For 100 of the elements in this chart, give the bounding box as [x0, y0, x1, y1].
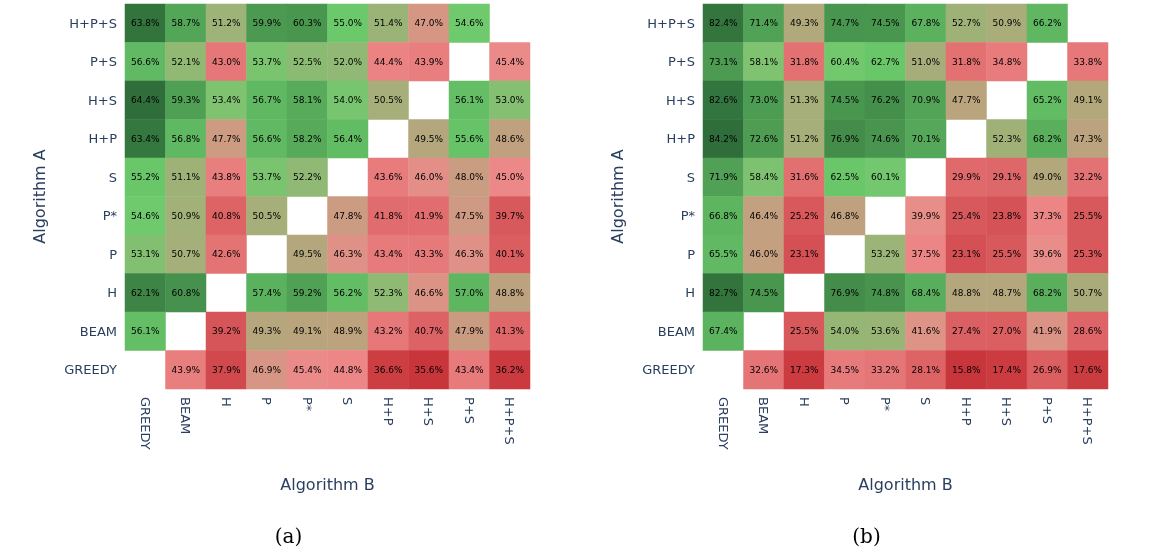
- data-label: 62.7%: [870, 56, 900, 67]
- data-label: 53.7%: [252, 172, 282, 183]
- data-label: 73.0%: [749, 95, 779, 106]
- data-label: 56.4%: [333, 133, 363, 144]
- x-tick-label: H+P: [380, 397, 396, 426]
- data-label: 71.9%: [708, 172, 738, 183]
- data-label: 50.9%: [171, 210, 201, 221]
- data-label: 47.8%: [333, 210, 363, 221]
- data-label: 71.4%: [749, 18, 779, 29]
- data-label: 68.2%: [1032, 133, 1062, 144]
- data-label: 60.4%: [830, 56, 860, 67]
- data-label: 50.7%: [171, 249, 201, 260]
- x-tick-label: S: [340, 397, 356, 406]
- data-label: 49.1%: [292, 326, 322, 337]
- data-label: 15.8%: [951, 364, 981, 375]
- data-label: 58.1%: [292, 95, 322, 106]
- data-label: 50.5%: [373, 95, 403, 106]
- data-label: 47.7%: [951, 95, 981, 106]
- data-label: 53.4%: [211, 95, 241, 106]
- data-label: 39.6%: [1032, 249, 1062, 260]
- data-label: 46.0%: [749, 249, 779, 260]
- text: (a): [274, 524, 303, 548]
- data-label: 67.4%: [708, 326, 738, 337]
- data-label: 41.8%: [373, 210, 403, 221]
- data-label: 60.8%: [171, 287, 201, 298]
- y-axis-title: Algorithm A: [607, 149, 627, 244]
- data-label: 43.4%: [373, 249, 403, 260]
- y-tick-label: H+P+S: [69, 15, 117, 31]
- data-label: 68.2%: [1032, 287, 1062, 298]
- data-label: 39.9%: [911, 210, 941, 221]
- data-label: 40.1%: [495, 249, 525, 260]
- data-label: 55.0%: [333, 18, 363, 29]
- data-label: 53.2%: [870, 249, 900, 260]
- y-tick-label: P*: [680, 208, 696, 224]
- data-label: 48.6%: [495, 133, 525, 144]
- data-label: 25.4%: [951, 210, 981, 221]
- data-label: 51.2%: [211, 18, 241, 29]
- y-tick-label: BEAM: [657, 323, 695, 339]
- data-label: 54.6%: [454, 18, 484, 29]
- x-tick-label: H: [796, 397, 812, 407]
- data-label: 33.8%: [1073, 56, 1103, 67]
- data-label: 46.3%: [333, 249, 363, 260]
- data-label: 25.5%: [1073, 210, 1103, 221]
- data-label: 63.8%: [130, 18, 160, 29]
- data-label: 70.1%: [911, 133, 941, 144]
- data-label: 34.8%: [992, 56, 1022, 67]
- data-label: 54.6%: [130, 210, 160, 221]
- data-label: 56.1%: [454, 95, 484, 106]
- data-label: 46.9%: [252, 364, 282, 375]
- data-label: 23.1%: [951, 249, 981, 260]
- x-tick-label: BEAM: [178, 397, 194, 435]
- y-tick-label: P: [109, 246, 118, 262]
- data-label: 51.3%: [789, 95, 819, 106]
- data-label: 25.5%: [992, 249, 1022, 260]
- data-label: 23.8%: [992, 210, 1022, 221]
- data-label: 52.3%: [373, 287, 403, 298]
- data-label: 26.9%: [1032, 364, 1062, 375]
- data-label: 60.1%: [870, 172, 900, 183]
- data-label: 82.4%: [708, 18, 738, 29]
- data-label: 58.7%: [171, 18, 201, 29]
- y-tick-label: S: [108, 169, 117, 185]
- data-label: 39.2%: [211, 326, 241, 337]
- data-label: 64.4%: [130, 95, 160, 106]
- data-label: 84.2%: [708, 133, 738, 144]
- data-label: 52.7%: [951, 18, 981, 29]
- data-label: 48.0%: [454, 172, 484, 183]
- data-label: 49.5%: [414, 133, 444, 144]
- x-tick-label: H: [218, 397, 234, 407]
- data-label: 27.4%: [951, 326, 981, 337]
- data-label: 31.8%: [789, 56, 819, 67]
- data-label: 70.9%: [911, 95, 941, 106]
- data-label: 47.9%: [454, 326, 484, 337]
- data-label: 56.2%: [333, 287, 363, 298]
- y-tick-label: H+S: [88, 92, 117, 108]
- data-label: 56.8%: [171, 133, 201, 144]
- data-label: 28.6%: [1073, 326, 1103, 337]
- data-label: 43.6%: [373, 172, 403, 183]
- data-label: 37.9%: [211, 364, 241, 375]
- x-tick-label: BEAM: [756, 397, 772, 435]
- data-label: 43.9%: [414, 56, 444, 67]
- data-label: 40.8%: [211, 210, 241, 221]
- data-label: 45.0%: [495, 172, 525, 183]
- data-label: 52.5%: [292, 56, 322, 67]
- x-tick-label: P: [837, 397, 853, 405]
- data-label: 17.4%: [992, 364, 1022, 375]
- data-label: 68.4%: [911, 287, 941, 298]
- data-label: 29.9%: [951, 172, 981, 183]
- data-label: 76.9%: [830, 287, 860, 298]
- data-label: 66.8%: [708, 210, 738, 221]
- data-label: 52.3%: [992, 133, 1022, 144]
- data-label: 62.1%: [130, 287, 160, 298]
- data-label: 31.8%: [951, 56, 981, 67]
- data-label: 43.8%: [211, 172, 241, 183]
- data-label: 32.6%: [749, 364, 779, 375]
- data-label: 54.0%: [333, 95, 363, 106]
- y-tick-label: P: [687, 246, 696, 262]
- data-label: 67.8%: [911, 18, 941, 29]
- y-tick-label: S: [686, 169, 695, 185]
- data-label: 72.6%: [749, 133, 779, 144]
- data-label: 62.5%: [830, 172, 860, 183]
